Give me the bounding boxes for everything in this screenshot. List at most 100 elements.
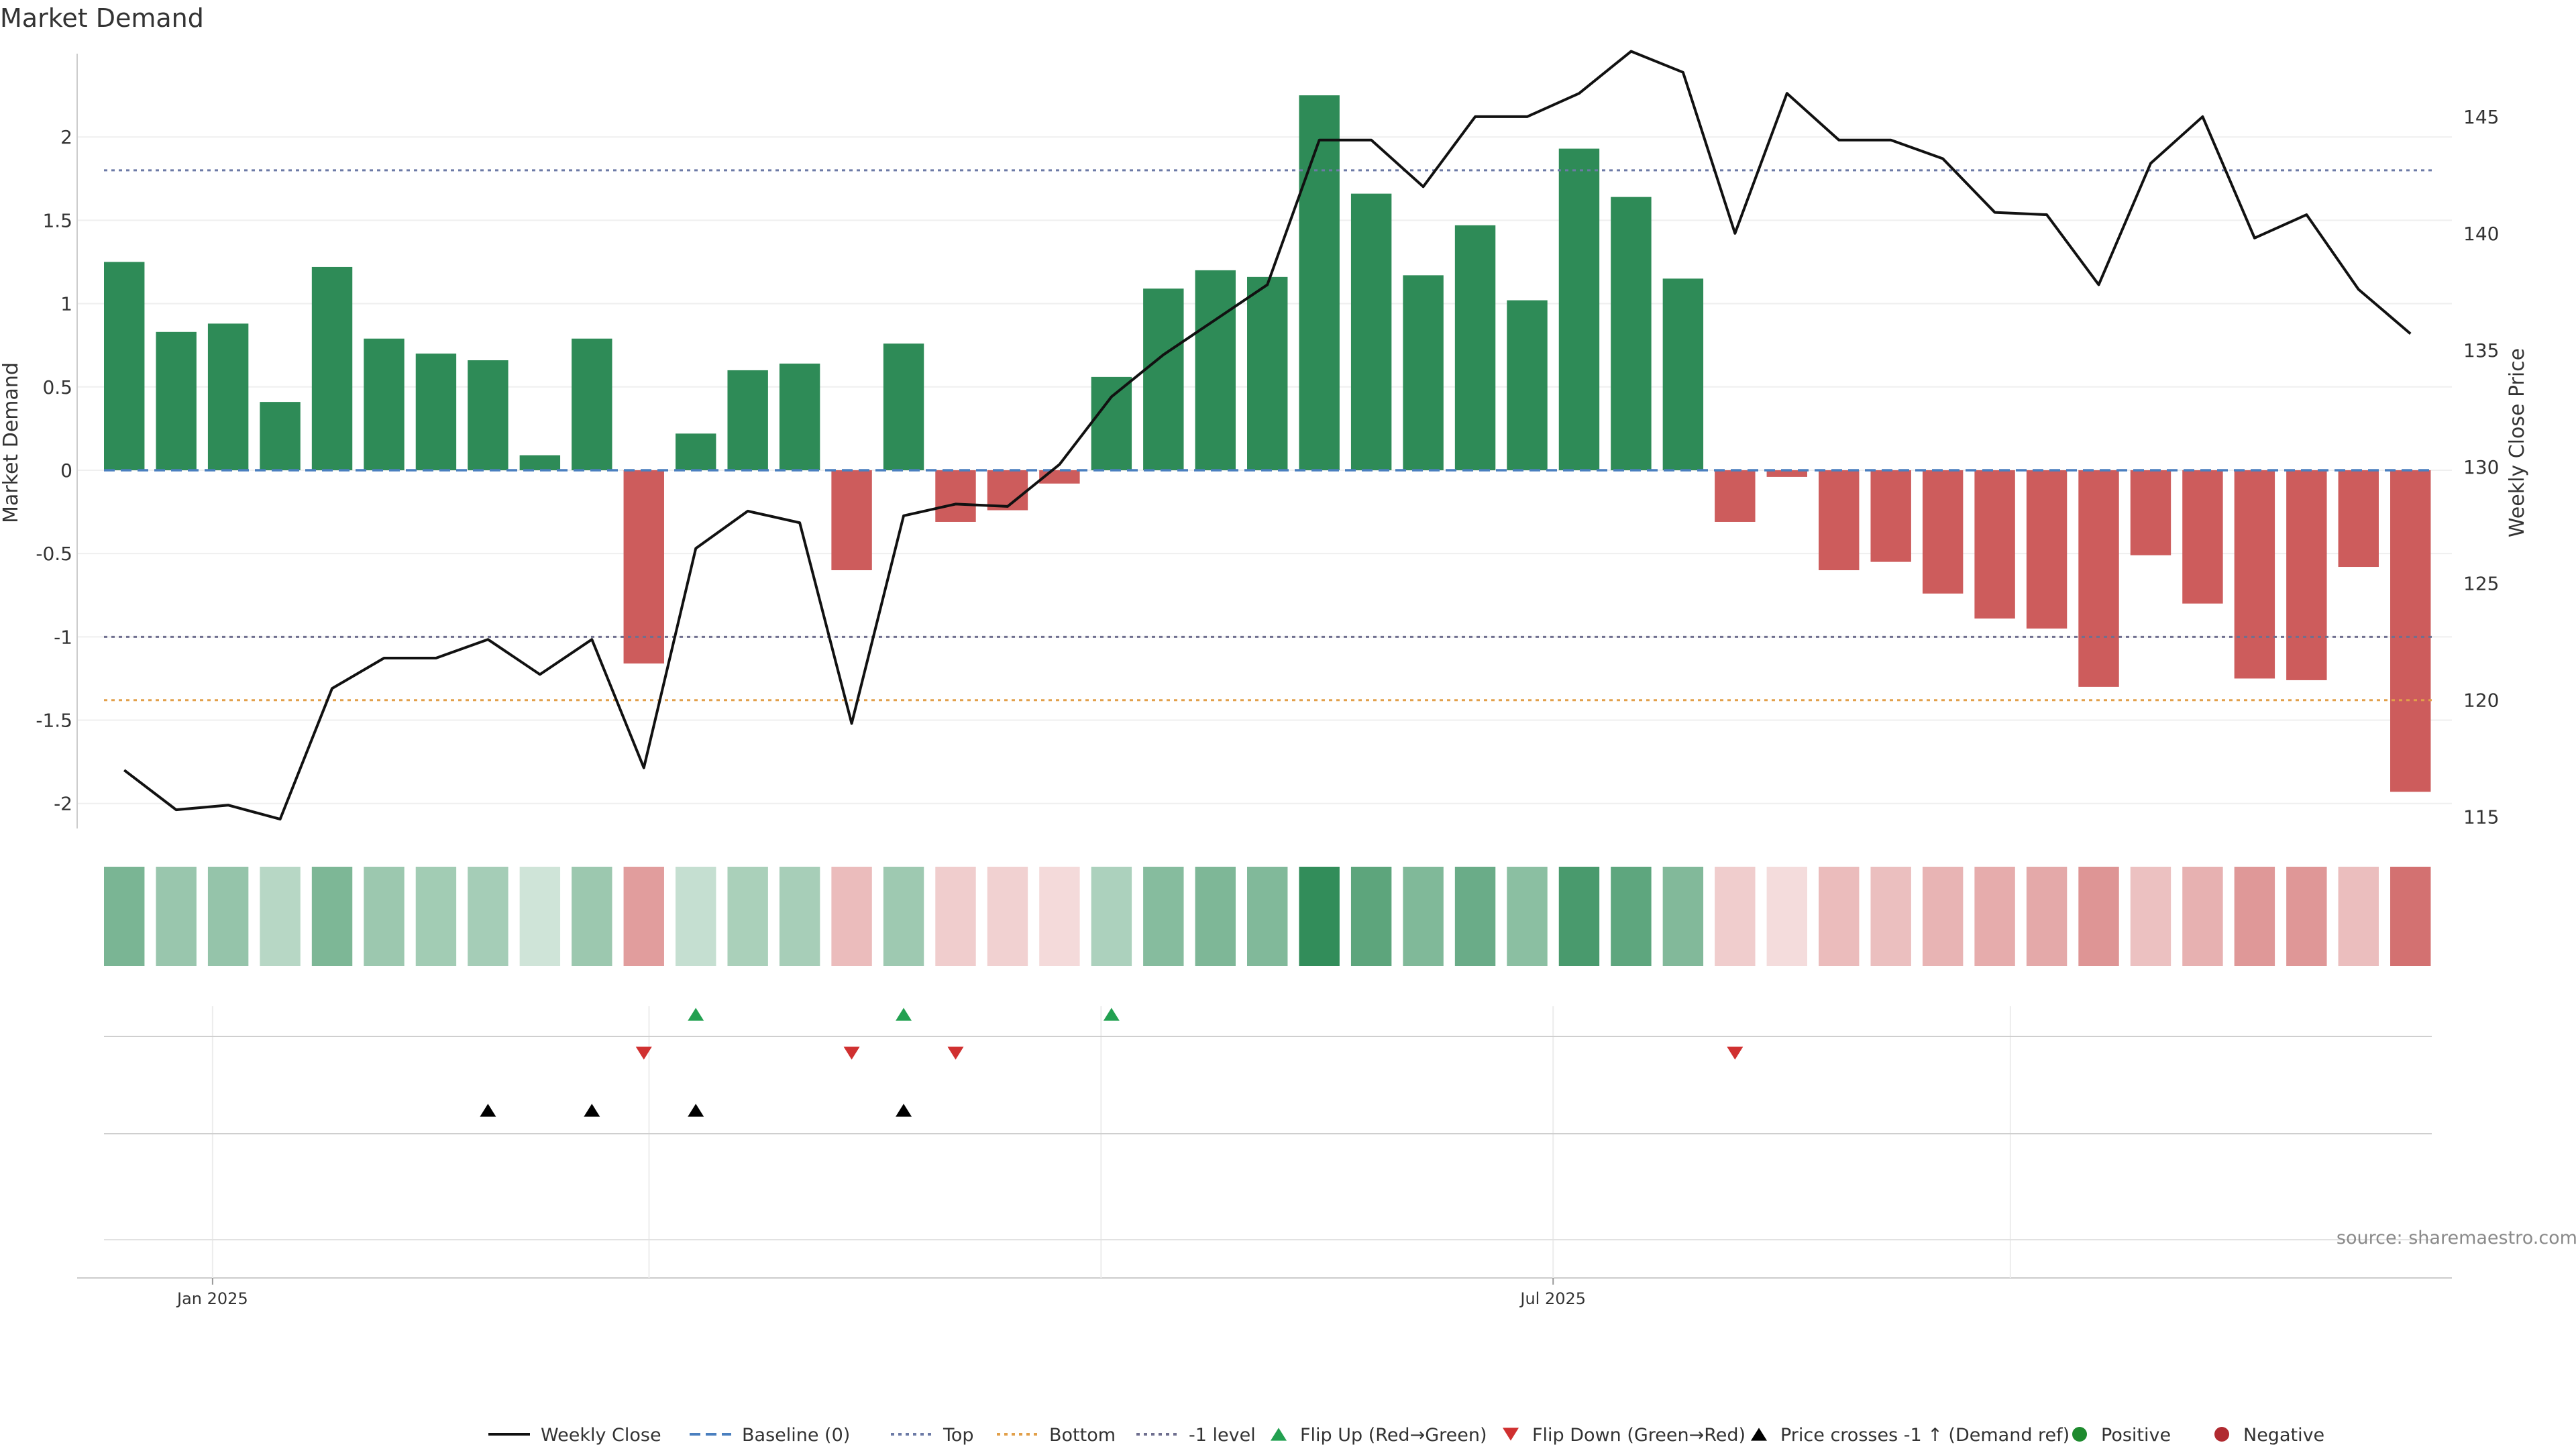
demand-bar <box>987 470 1028 511</box>
y-tick-label: -1.5 <box>36 710 72 732</box>
demand-bar <box>2286 470 2327 680</box>
legend-label: Flip Down (Green→Red) <box>1532 1425 1746 1446</box>
heat-cell <box>1195 867 1236 966</box>
heat-cell <box>779 867 820 966</box>
flip-down-marker <box>1727 1046 1743 1060</box>
heat-cell <box>676 867 716 966</box>
heat-cell <box>1870 867 1911 966</box>
x-tick-label: Jan 2025 <box>176 1289 248 1308</box>
demand-bar <box>2078 470 2119 687</box>
signal-grid <box>211 1006 2011 1278</box>
heat-cell <box>935 867 976 966</box>
demand-bar <box>1454 225 1496 470</box>
demand-bar <box>1091 376 1132 470</box>
heat-cell <box>1662 867 1704 966</box>
heat-cell <box>260 867 301 966</box>
heat-cell <box>104 867 145 966</box>
legend-label: Positive <box>2101 1425 2171 1446</box>
heat-cell <box>2286 867 2327 966</box>
heat-cell <box>2390 867 2431 966</box>
heat-cell <box>311 867 353 966</box>
demand-bar <box>1143 288 1184 470</box>
price-cross-marker <box>480 1104 496 1117</box>
heat-cell <box>2234 867 2275 966</box>
heat-cell <box>1039 867 1080 966</box>
heat-cell <box>831 867 872 966</box>
heat-cell <box>1454 867 1496 966</box>
demand-bar <box>1611 197 1652 470</box>
flip-down-marker <box>947 1046 964 1060</box>
chart-title: Market Demand <box>0 3 204 33</box>
heat-cell <box>987 867 1028 966</box>
legend-label: Price crosses -1 ↑ (Demand ref) <box>1780 1425 2070 1446</box>
y2-tick-label: 140 <box>2463 223 2499 245</box>
demand-bar <box>156 331 197 470</box>
heat-cell <box>1558 867 1600 966</box>
demand-bar <box>1403 275 1444 470</box>
heat-cell <box>415 867 457 966</box>
y-tick-label: -1 <box>54 626 72 648</box>
heat-cell <box>572 867 612 966</box>
y-tick-label: -0.5 <box>36 543 72 565</box>
demand-bar <box>1247 276 1288 470</box>
demand-bar <box>364 338 405 470</box>
signal-panel: Jan 2025 Jul 2025 source: sharemaestro.co… <box>104 1006 2576 1308</box>
x-axis-ticks: Jan 2025 Jul 2025 <box>176 1278 1586 1308</box>
demand-bar <box>207 323 249 470</box>
heat-cell <box>1247 867 1288 966</box>
y-axis-label: Market Demand <box>0 362 23 523</box>
demand-bar <box>104 262 145 470</box>
heat-cell <box>1766 867 1807 966</box>
demand-bar <box>468 360 508 470</box>
heat-cell <box>156 867 197 966</box>
main-panel: 2 1.5 1 0.5 0 -0.5 -1 -1.5 -2 145 140 135 130 125 120… <box>0 50 2529 1279</box>
demand-bar <box>623 470 664 664</box>
demand-bar <box>1350 193 1392 470</box>
demand-bar <box>415 354 457 470</box>
flip-down-marker <box>635 1046 652 1060</box>
demand-bar <box>1507 300 1548 470</box>
flip-up-marker <box>896 1008 912 1021</box>
y-tick-label: 1.5 <box>42 209 72 231</box>
heat-cell <box>1922 867 1964 966</box>
demand-bar <box>676 433 716 470</box>
demand-bar <box>519 455 561 470</box>
legend-label: Baseline (0) <box>742 1425 850 1446</box>
y-tick-label: 2 <box>60 126 72 148</box>
legend-label: -1 level <box>1189 1425 1256 1446</box>
demand-bar <box>1662 278 1704 470</box>
legend-swatch <box>1503 1428 1519 1441</box>
heat-cell <box>1507 867 1548 966</box>
flip-up-marker <box>1103 1008 1120 1021</box>
y-tick-label: 0 <box>60 460 72 482</box>
heat-cell <box>2026 867 2068 966</box>
heat-cell <box>1819 867 1860 966</box>
left-axis-ticks: 2 1.5 1 0.5 0 -0.5 -1 -1.5 -2 <box>36 126 72 815</box>
legend-swatch <box>1751 1428 1767 1441</box>
heat-cell <box>1143 867 1184 966</box>
demand-bar <box>1766 470 1807 477</box>
demand-bar <box>2026 470 2068 629</box>
x-tick-label: Jul 2025 <box>1519 1289 1586 1308</box>
demand-bar <box>935 470 976 522</box>
heat-cell <box>2078 867 2119 966</box>
heat-cell <box>364 867 405 966</box>
y2-tick-label: 145 <box>2463 106 2499 128</box>
heat-cell <box>727 867 768 966</box>
flip-down-marker <box>843 1046 860 1060</box>
legend-swatch <box>1271 1428 1287 1441</box>
legend-swatch <box>2072 1427 2087 1442</box>
demand-bar <box>2130 470 2171 555</box>
heat-cell <box>519 867 561 966</box>
price-cross-marker <box>584 1104 600 1117</box>
y2-axis-label: Weekly Close Price <box>2506 348 2529 537</box>
demand-bar <box>1819 470 1860 570</box>
y2-tick-label: 115 <box>2463 806 2499 828</box>
heat-cell <box>1611 867 1652 966</box>
heat-cell <box>623 867 664 966</box>
heat-cell <box>1403 867 1444 966</box>
demand-bar <box>311 266 353 470</box>
demand-bar <box>1870 470 1911 562</box>
demand-bar <box>883 343 924 470</box>
demand-bars <box>104 95 2431 792</box>
